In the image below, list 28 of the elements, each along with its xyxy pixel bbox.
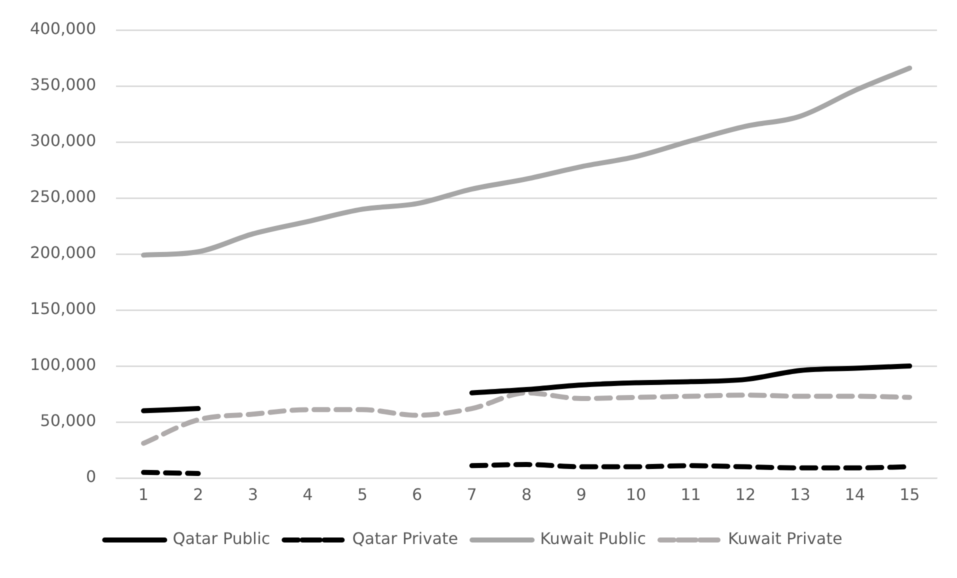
x-tick-label: 8 — [521, 485, 532, 504]
x-tick-label: 14 — [844, 485, 866, 504]
y-tick-label: 250,000 — [30, 187, 96, 206]
y-tick-label: 350,000 — [30, 75, 96, 94]
x-tick-label: 3 — [248, 485, 258, 504]
y-tick-label: 300,000 — [30, 131, 96, 150]
x-tick-label: 10 — [626, 485, 646, 504]
x-tick-label: 2 — [193, 485, 204, 504]
x-tick-label: 13 — [790, 485, 810, 504]
x-tick-label: 7 — [466, 485, 477, 504]
x-tick-label: 4 — [302, 485, 313, 504]
x-tick-label: 9 — [576, 485, 586, 504]
y-tick-label: 100,000 — [30, 355, 96, 374]
x-tick-label: 15 — [899, 485, 920, 504]
x-tick-label: 12 — [735, 485, 756, 504]
y-tick-label: 0 — [86, 467, 96, 486]
legend-label: Kuwait Public — [540, 529, 646, 548]
x-tick-label: 1 — [138, 485, 149, 504]
legend-label: Qatar Private — [352, 529, 458, 548]
x-tick-label: 6 — [412, 485, 422, 504]
y-tick-label: 400,000 — [30, 19, 96, 38]
legend-label: Kuwait Private — [728, 529, 842, 548]
y-tick-label: 200,000 — [30, 243, 96, 262]
y-tick-label: 50,000 — [40, 411, 96, 430]
legend-label: Qatar Public — [172, 529, 270, 548]
x-tick-label: 11 — [680, 485, 701, 504]
y-tick-label: 150,000 — [30, 299, 96, 318]
x-tick-label: 5 — [357, 485, 368, 504]
